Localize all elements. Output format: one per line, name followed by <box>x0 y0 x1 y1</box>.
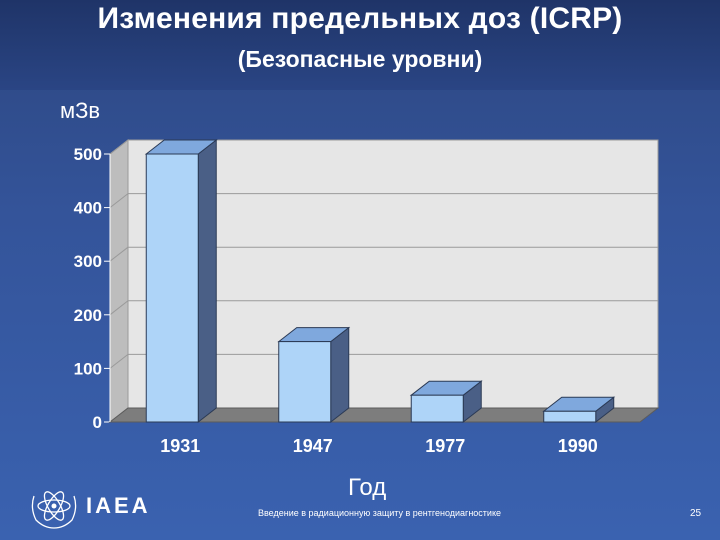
x-tick-label: 1947 <box>293 436 333 456</box>
iaea-logo-text: IAEA <box>86 493 151 518</box>
x-tick-label: 1977 <box>425 436 465 456</box>
bar-1931 <box>145 153 199 423</box>
bar-1947 <box>278 341 332 423</box>
y-tick-label: 200 <box>74 306 102 325</box>
iaea-logo: IAEA <box>28 484 158 530</box>
gridline-side <box>109 193 129 208</box>
footer-text: Введение в радиационную защиту в рентген… <box>258 508 501 518</box>
page-number: 25 <box>690 508 702 519</box>
iaea-emblem-icon <box>31 491 77 529</box>
slide-subtitle: (Безопасные уровни) <box>237 46 483 72</box>
y-tick-label: 500 <box>74 145 102 164</box>
x-axis-label: Год <box>348 474 387 501</box>
gridline-side <box>109 246 129 262</box>
bar-1990 <box>543 410 597 423</box>
y-tick-label: 100 <box>74 359 102 378</box>
y-axis-label: мЗв <box>60 98 101 123</box>
bar-side-1931 <box>197 138 217 424</box>
x-tick-label: 1931 <box>160 436 200 456</box>
y-tick-label: 400 <box>74 199 102 218</box>
x-tick-label: 1990 <box>558 436 598 456</box>
header-band <box>0 0 720 90</box>
y-tick-label: 0 <box>93 413 102 432</box>
chart-side-wall <box>109 138 129 424</box>
y-tick-label: 300 <box>74 252 102 271</box>
gridline-side <box>109 354 129 369</box>
bar-1977 <box>410 394 464 423</box>
gridline-side <box>109 139 129 155</box>
gridline-side <box>109 300 129 316</box>
bar-side-1947 <box>330 326 350 424</box>
slide-title: Изменения предельных доз (ICRP) <box>97 2 623 35</box>
